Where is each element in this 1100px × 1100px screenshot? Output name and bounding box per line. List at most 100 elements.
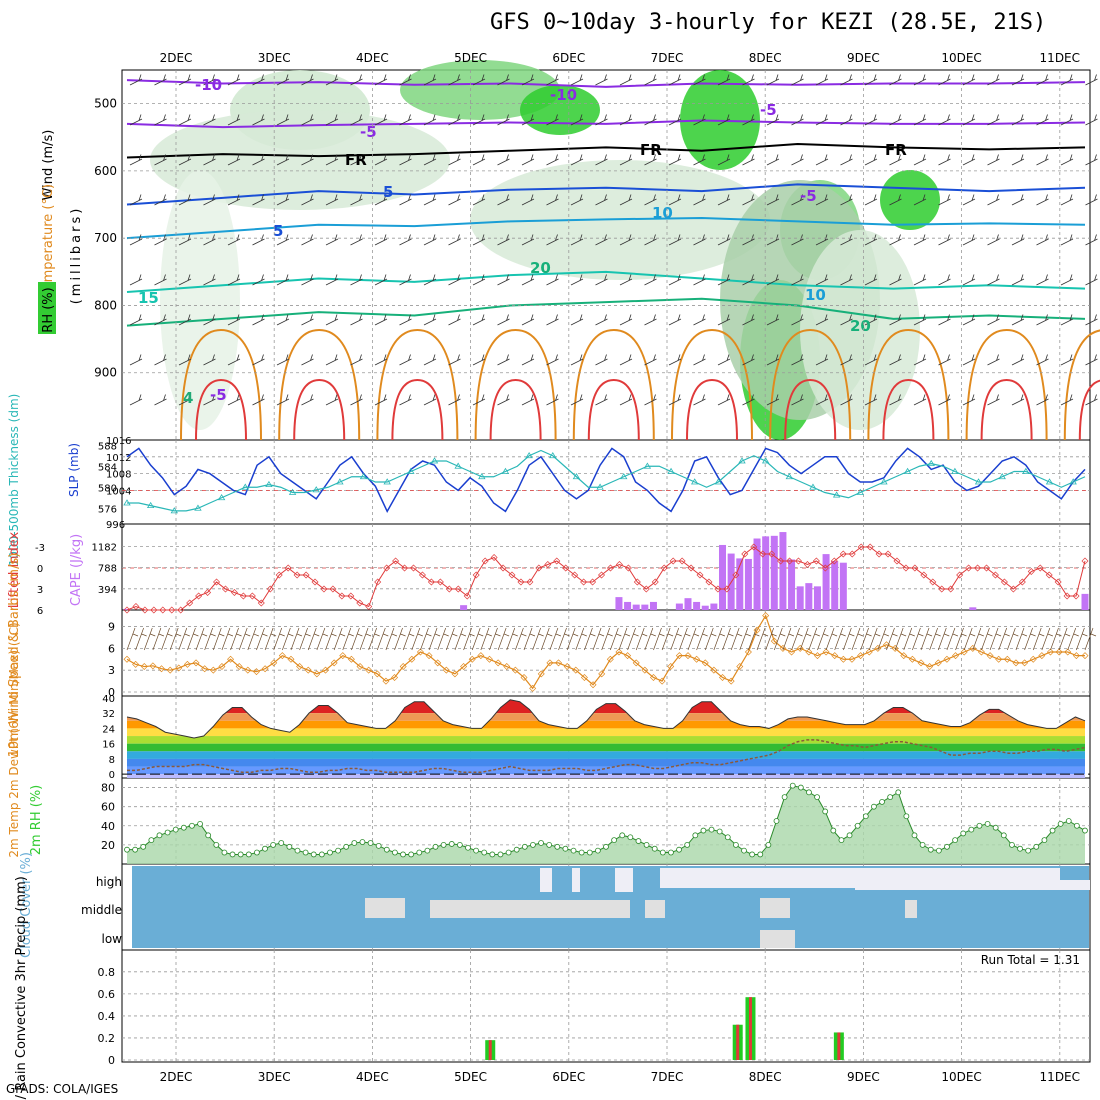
wind-barb [178,154,192,166]
wind-barb [962,114,976,126]
li-point [642,585,650,593]
cape-bar [762,536,770,610]
wind-speed-point [641,666,649,674]
li-point [821,564,829,572]
rh-point [164,829,171,836]
rh-shading [160,170,240,430]
rh-point [935,847,942,854]
li-point [454,585,462,593]
precip-tick: 0.6 [98,988,116,1001]
cape-bar [123,608,131,610]
temp-band [127,751,1085,759]
wind-barb [1060,354,1074,366]
axis-labels: 2DEC 3DEC 4DEC 5DEC 6DEC 7DEC 8DEC 9DEC 10DEC 11D… [7,51,1080,1100]
wind-barb [227,314,241,326]
wind-barb [644,314,657,326]
wind-barb [399,354,412,366]
wind-barb [154,274,167,286]
wind-barb-10m [601,627,613,651]
rh-point [732,841,739,848]
wind-barb [203,194,216,206]
wind-barb [252,114,265,126]
wind-barb-10m [1067,627,1079,651]
wind-speed-point [537,670,545,678]
rh-point [651,845,658,852]
slp-tick: 1008 [106,470,131,481]
wind-barb [938,114,951,126]
wind-barb [717,114,731,126]
cape-bar [615,597,623,610]
wind-barb [129,114,143,126]
wind-barb-10m [937,627,950,651]
li-point [920,571,928,579]
wind-speed-point [270,659,278,667]
rh-point [684,841,691,848]
li-point [499,564,507,572]
li-point [911,564,919,572]
wind-speed-point [796,644,804,652]
li-point [320,585,328,593]
wind-barb [374,114,388,126]
wind-barb [717,234,731,246]
wind-barb [889,74,902,86]
rh-point [765,841,772,848]
wind-barb [129,354,143,366]
wind-barb-10m [195,627,208,651]
li-point [481,557,489,565]
wind-barb-10m [299,627,311,651]
wind-barb [1011,234,1025,246]
wind-barb-10m [238,627,251,651]
wind-axis-label: Wind (m/s) [41,130,56,201]
wind-barb [227,274,241,286]
wind-barb [129,74,143,86]
wind-barb [129,154,143,166]
wind-barb [962,154,976,166]
wind-barb-10m [187,627,199,651]
thickness-point [123,499,131,506]
temp-tick: 32 [102,709,115,720]
wind-barb [521,394,535,406]
wind-barb [938,314,951,326]
rh-tick: 60 [101,801,115,814]
rh-point [1009,841,1015,848]
rh-point [554,843,561,850]
li-point [669,557,677,565]
wind-barb [374,234,388,246]
contour-label: FR [640,141,662,159]
wind-barb-10m [325,627,337,651]
wind-speed-point [425,652,433,660]
wind-barb-10m [566,627,579,651]
wind-barb [1011,114,1025,126]
wind-barb [521,274,535,286]
wind-barb [987,74,1000,86]
wind-barb [693,194,706,206]
rh-shading [150,110,450,210]
li-point [974,564,982,572]
wind-speed-point [727,677,735,685]
wind-barb [962,314,976,326]
wind-barb-10m [463,627,475,651]
wind-barb-10m [161,627,173,651]
wind-barb [864,354,878,366]
temp-tick: 0 [109,770,115,781]
thickness-point [572,472,581,480]
wind-barb [644,154,657,166]
wind-barb [938,234,951,246]
li-point [696,571,704,579]
cloud-level-label: high [96,875,122,889]
wind-barb-10m [1024,627,1036,651]
cape-bar [710,603,718,610]
wind-speed-point [365,666,373,674]
wind-barb [227,394,241,406]
wind-barb-10m [532,627,544,651]
thickness-point [501,467,510,474]
li-point [902,564,910,572]
rh-point [676,846,682,853]
warm-contour [278,328,361,441]
rh-point [180,824,187,831]
wind-speed-point [624,652,632,660]
wind-barb [987,194,1000,206]
li-point [410,564,417,572]
wind-barb [227,194,241,206]
rh-point [822,808,829,815]
